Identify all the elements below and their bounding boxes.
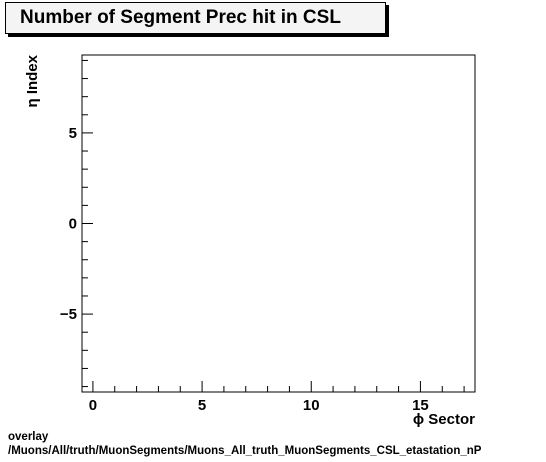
y-tick-label: 0 [69,216,77,233]
x-tick-label: 0 [89,397,97,414]
x-axis-title: ϕ Sector [413,411,475,428]
y-tick-label: 5 [69,125,77,142]
plot-frame [81,54,476,393]
x-tick-label: 15 [412,397,429,414]
y-axis-title: η Index [24,54,41,107]
chart-title: Number of Segment Prec hit in CSL [20,7,341,28]
footer-overlay-label: overlay [8,431,49,443]
x-tick-label: 10 [303,397,320,414]
y-tick-label: −5 [60,306,77,323]
chart-title-box: Number of Segment Prec hit in CSL [5,2,386,34]
x-tick-label: 5 [198,397,206,414]
footer-path-label: /Muons/All/truth/MuonSegments/Muons_All_… [8,445,482,457]
